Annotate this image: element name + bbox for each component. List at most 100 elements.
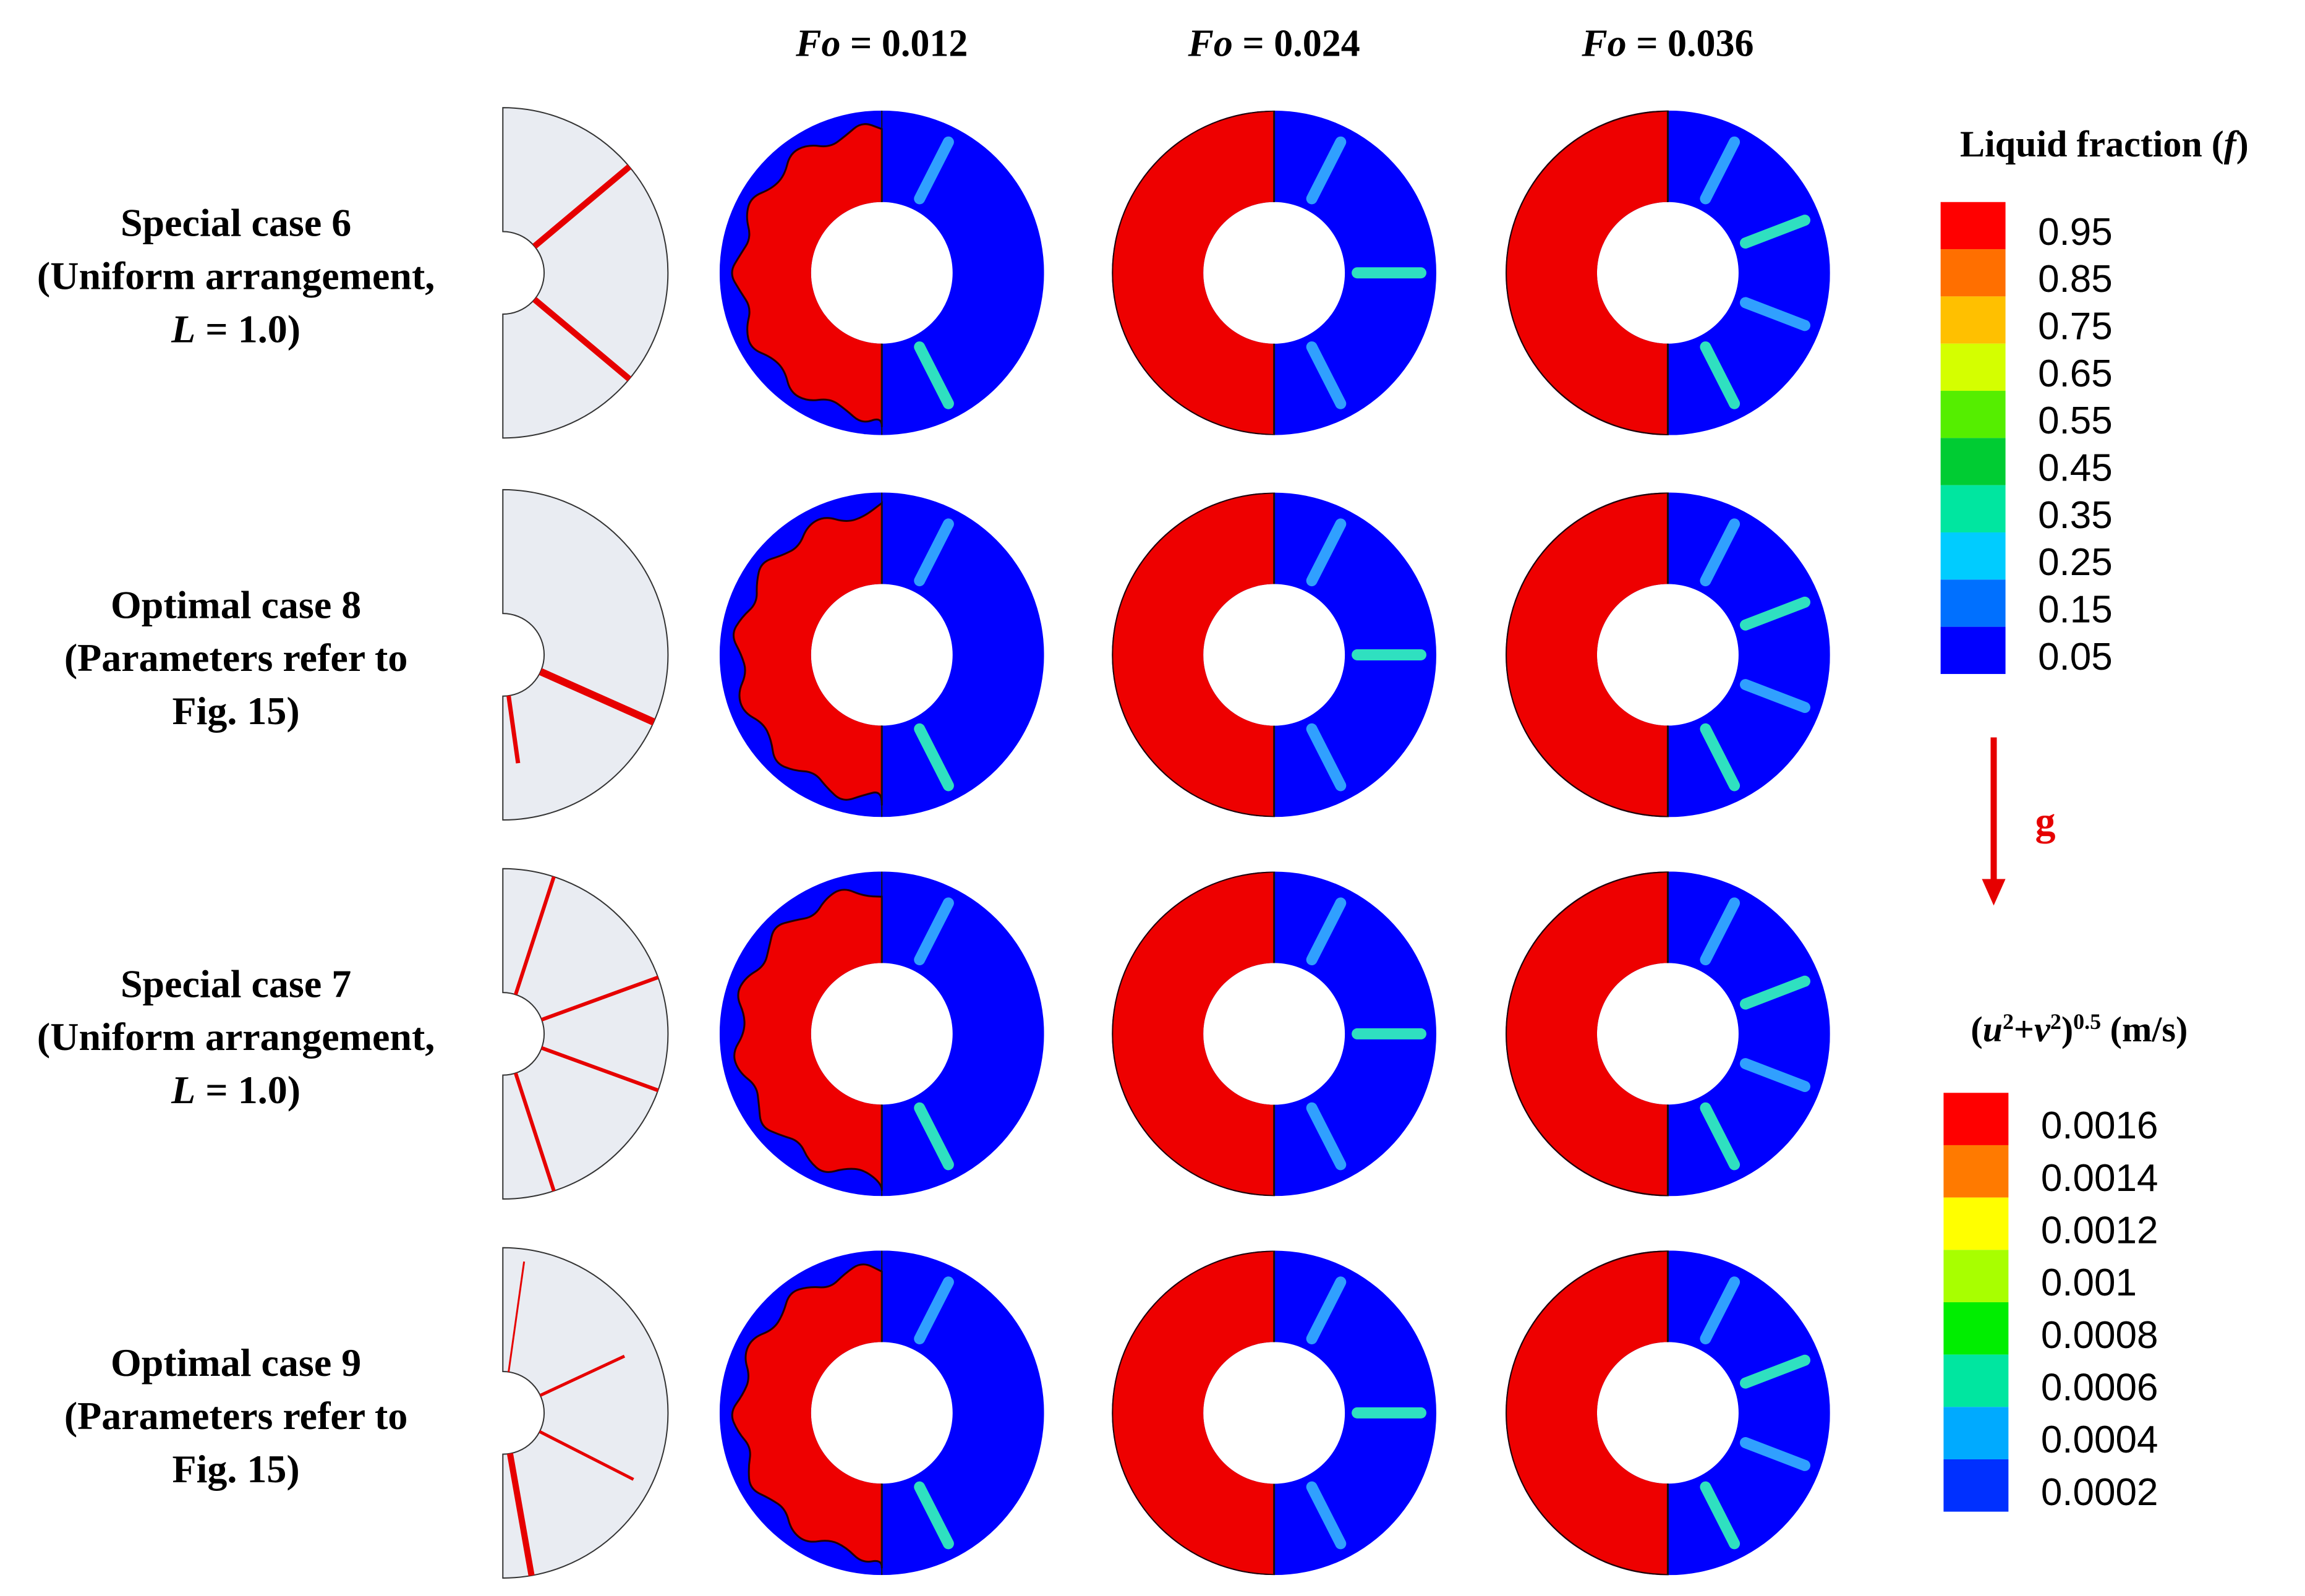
fin [506, 1453, 535, 1576]
legend-label: 0.0012 [2041, 1210, 2158, 1252]
velocity-streak [1739, 1437, 1811, 1471]
contour-region [1506, 1250, 1669, 1576]
row-label-line: Fig. 15) [173, 689, 300, 733]
row-label-line: Special case 6 [121, 201, 351, 245]
contour-region [731, 1263, 883, 1569]
velocity-streak [1306, 1276, 1347, 1344]
legend-swatch [1943, 1459, 2009, 1512]
legend-label: 0.0002 [2041, 1471, 2158, 1514]
row-label-line: (Parameters refer to [64, 636, 408, 680]
velocity-streak [1700, 897, 1740, 966]
gravity-arrow-head [1982, 879, 2006, 906]
contour-region [1112, 492, 1276, 817]
velocity-streak [1739, 596, 1811, 631]
fin [532, 164, 632, 249]
velocity-streak [1306, 341, 1347, 409]
column-title-2: Fo = 0.024 [1188, 23, 1360, 65]
legend-swatch [1940, 626, 2006, 674]
contour-panel-r1-c3 [1506, 110, 1830, 435]
legend-label: 0.0006 [2041, 1367, 2158, 1409]
legend-swatch [1943, 1407, 2009, 1459]
row-label-line: L = 1.0) [171, 307, 300, 351]
domain-half-annulus [502, 868, 669, 1200]
fin [541, 975, 659, 1022]
schematic-row-2 [502, 489, 669, 821]
row-label-line: Special case 7 [121, 962, 351, 1005]
legend-swatch [1943, 1145, 2009, 1198]
fin [514, 876, 556, 996]
contour-region [1506, 110, 1669, 435]
contour-panel-r4-c1 [719, 1250, 1044, 1576]
domain-half-annulus [502, 1247, 669, 1579]
contour-panels [719, 110, 1830, 1576]
velocity-streak [1306, 1481, 1347, 1550]
fin [514, 1072, 556, 1192]
legend-label: 0.95 [2038, 211, 2113, 254]
column-title-1: Fo = 0.012 [795, 23, 968, 65]
contour-region [1112, 1250, 1276, 1576]
velocity-title: (u2+v2)0.5 (m/s) [1971, 1009, 2188, 1049]
contour-region [1506, 492, 1669, 817]
liquid-fraction-legend: Liquid fraction (f) 0.950.850.750.650.55 0… [1940, 124, 2249, 678]
legend-label: 0.35 [2038, 494, 2113, 537]
fin [539, 668, 655, 726]
contour-panel-r3-c3 [1506, 871, 1830, 1197]
contour-panel-r1-c1 [719, 110, 1044, 435]
velocity-streak [1700, 723, 1740, 792]
schematic-row-3 [502, 868, 669, 1200]
contour-region [733, 889, 883, 1192]
fin [508, 1261, 526, 1372]
velocity-streak [1700, 136, 1740, 205]
legend-swatch [1940, 532, 2006, 580]
row-label-line: (Uniform arrangement, [37, 1015, 435, 1059]
velocity-streak [1739, 1058, 1811, 1092]
velocity-streak [1306, 1102, 1347, 1171]
contour-panel-r4-c3 [1506, 1250, 1830, 1576]
legend-label: 0.45 [2038, 447, 2113, 490]
legend-label: 0.15 [2038, 588, 2113, 631]
velocity-streak [1739, 297, 1811, 331]
legend-label: 0.85 [2038, 258, 2113, 301]
legend-label: 0.0016 [2041, 1104, 2158, 1147]
velocity-streak [914, 1276, 954, 1344]
legend-swatch [1943, 1354, 2009, 1407]
column-title-3: Fo = 0.036 [1581, 23, 1753, 65]
row-label-line: Optimal case 9 [111, 1341, 361, 1385]
velocity-streak [914, 518, 954, 587]
velocity-legend: (u2+v2)0.5 (m/s) 0.0016 0.0014 0.0012 0.001 0… [1943, 1009, 2188, 1514]
legend-swatch [1943, 1250, 2009, 1302]
contour-panel-r1-c2 [1112, 110, 1436, 435]
velocity-streak [1739, 679, 1811, 714]
gravity-label: g [2035, 799, 2055, 844]
schematic-row-1 [502, 107, 669, 439]
velocity-streak [914, 897, 954, 966]
contour-panel-r4-c2 [1112, 1250, 1436, 1576]
column-titles: Fo = 0.012 Fo = 0.024 Fo = 0.036 [795, 23, 1753, 65]
legend-swatch [1940, 202, 2006, 250]
legend-label: 0.001 [2041, 1261, 2137, 1304]
domain-half-annulus [502, 107, 669, 439]
legend-label: 0.25 [2038, 541, 2113, 584]
legend-label: 0.55 [2038, 399, 2113, 442]
contour-region [1506, 871, 1669, 1197]
schematic-row-4 [502, 1247, 669, 1579]
legend-swatch [1940, 485, 2006, 532]
velocity-streak [1306, 897, 1347, 966]
row-label-line: (Uniform arrangement, [37, 254, 435, 297]
legend-label: 0.05 [2038, 636, 2113, 678]
velocity-streak [1700, 1481, 1740, 1550]
contour-panel-r2-c3 [1506, 492, 1830, 817]
legend-swatch [1940, 296, 2006, 344]
liquid-fraction-title: Liquid fraction (f) [1960, 124, 2249, 164]
velocity-streak [1700, 1276, 1740, 1344]
row-label-line: L = 1.0) [171, 1068, 300, 1112]
fin [532, 297, 632, 382]
velocity-streak [1700, 341, 1740, 409]
velocity-streak [914, 136, 954, 205]
contour-region [1112, 871, 1276, 1197]
row-labels: Special case 6 (Uniform arrangement, L = 1… [37, 201, 435, 1491]
contour-panel-r3-c1 [719, 871, 1044, 1197]
row-label-line: (Parameters refer to [64, 1394, 408, 1438]
velocity-streak [914, 1102, 954, 1171]
legend-label: 0.0008 [2041, 1314, 2158, 1357]
